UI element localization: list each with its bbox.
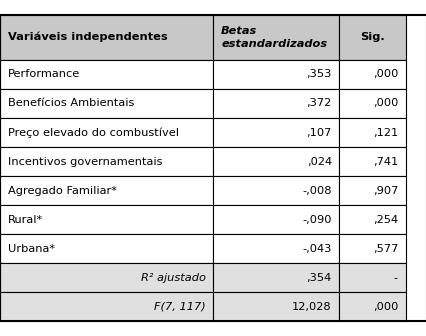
Text: Benefícios Ambientais: Benefícios Ambientais: [8, 98, 134, 109]
Text: ,000: ,000: [372, 70, 397, 79]
Bar: [213, 263, 339, 292]
Text: Preço elevado do combustível: Preço elevado do combustível: [8, 127, 178, 138]
Bar: [339, 118, 405, 147]
Bar: [339, 263, 405, 292]
Text: Sig.: Sig.: [360, 32, 384, 42]
Text: ,907: ,907: [372, 186, 397, 196]
Text: -: -: [393, 273, 397, 283]
Text: ,000: ,000: [372, 98, 397, 109]
Bar: [213, 118, 339, 147]
Bar: [339, 292, 405, 322]
Text: F(7, 117): F(7, 117): [154, 302, 205, 312]
Text: ,000: ,000: [372, 302, 397, 312]
Bar: [339, 234, 405, 263]
Bar: [0, 118, 213, 147]
Bar: [213, 234, 339, 263]
Bar: [0, 292, 213, 322]
Text: -,008: -,008: [302, 186, 331, 196]
Text: Incentivos governamentais: Incentivos governamentais: [8, 157, 162, 167]
Text: ,741: ,741: [372, 157, 397, 167]
Text: Performance: Performance: [8, 70, 80, 79]
Bar: [0, 205, 213, 234]
Bar: [339, 14, 405, 60]
Bar: [213, 176, 339, 205]
Bar: [339, 147, 405, 176]
Text: 12,028: 12,028: [291, 302, 331, 312]
Text: ,024: ,024: [306, 157, 331, 167]
Text: Variáveis independentes: Variáveis independentes: [8, 32, 167, 42]
Bar: [213, 292, 339, 322]
Text: ,372: ,372: [306, 98, 331, 109]
Text: Urbana*: Urbana*: [8, 244, 55, 254]
Bar: [0, 147, 213, 176]
Text: ,107: ,107: [306, 128, 331, 137]
Bar: [213, 205, 339, 234]
Text: Rural*: Rural*: [8, 215, 43, 225]
Text: Betas
estandardizados: Betas estandardizados: [221, 26, 327, 49]
Bar: [339, 205, 405, 234]
Bar: [0, 89, 213, 118]
Bar: [213, 14, 339, 60]
Bar: [339, 176, 405, 205]
Text: -,043: -,043: [302, 244, 331, 254]
Text: ,354: ,354: [306, 273, 331, 283]
Bar: [339, 60, 405, 89]
Text: -,090: -,090: [302, 215, 331, 225]
Bar: [213, 89, 339, 118]
Bar: [0, 60, 213, 89]
Bar: [213, 147, 339, 176]
Bar: [0, 176, 213, 205]
Text: ,254: ,254: [372, 215, 397, 225]
Bar: [0, 234, 213, 263]
Bar: [213, 60, 339, 89]
Text: ,577: ,577: [372, 244, 397, 254]
Text: ,353: ,353: [306, 70, 331, 79]
Text: Agregado Familiar*: Agregado Familiar*: [8, 186, 116, 196]
Bar: [339, 89, 405, 118]
Text: R² ajustado: R² ajustado: [141, 273, 205, 283]
Text: ,121: ,121: [372, 128, 397, 137]
Bar: [0, 14, 213, 60]
Bar: [0, 263, 213, 292]
